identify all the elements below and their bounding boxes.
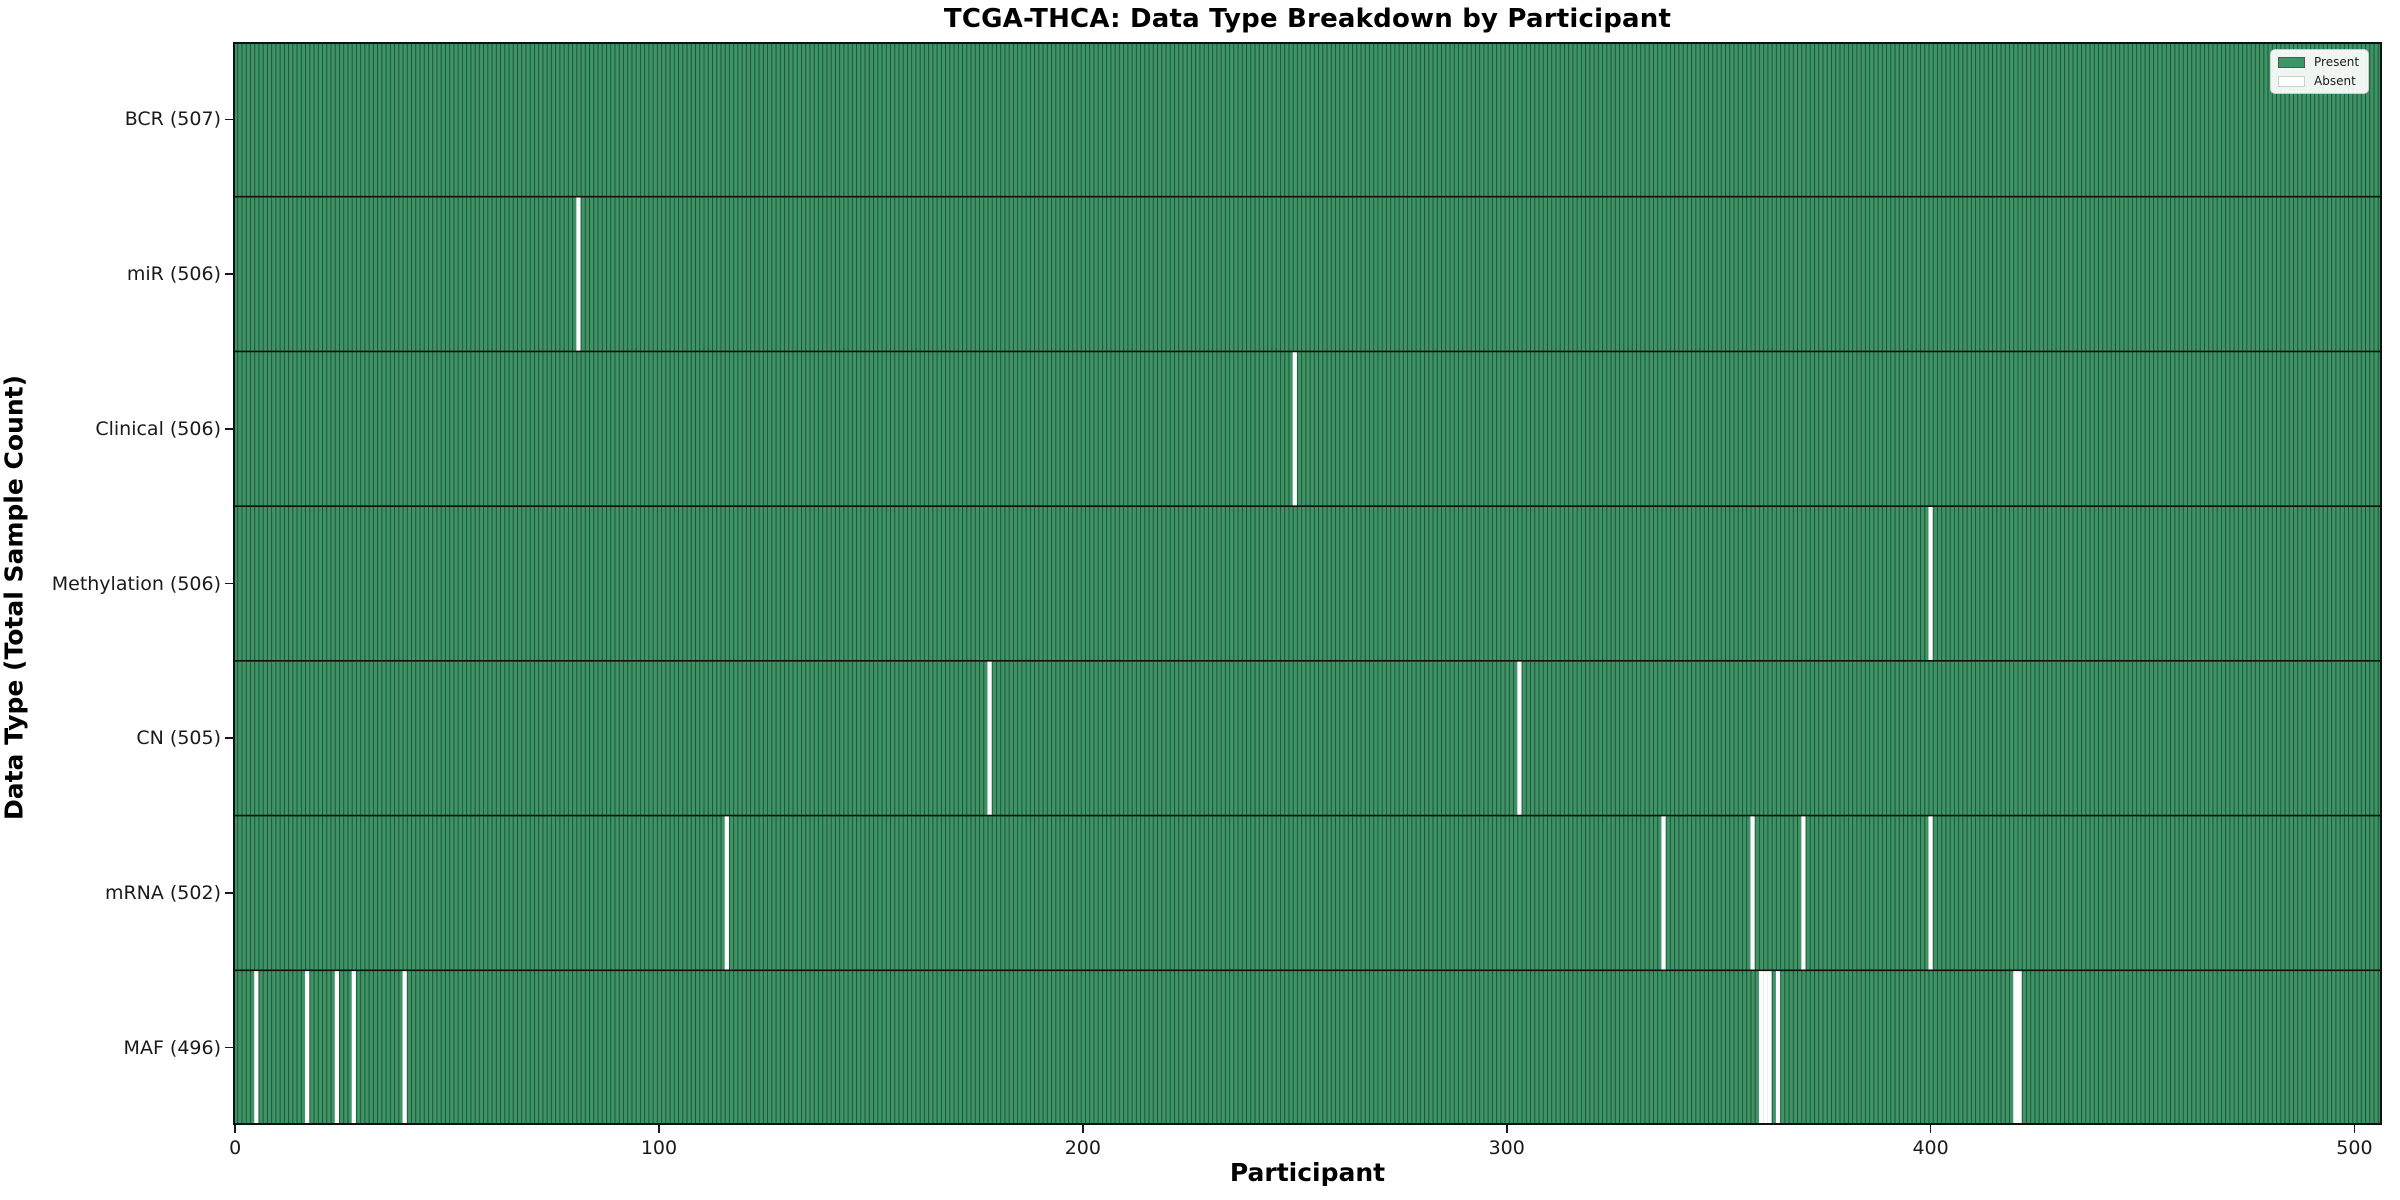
- x-tick-label: 400: [1912, 1137, 1949, 1159]
- absent-mark: [1758, 970, 1764, 1125]
- absent-mark: [305, 970, 310, 1125]
- x-axis-label: Participant: [1229, 1158, 1386, 1187]
- x-tick-mark: [2353, 1125, 2356, 1133]
- x-tick-label: 300: [1488, 1137, 1525, 1159]
- y-tick-label: Methylation (506): [51, 572, 221, 595]
- absent-mark: [1928, 506, 1933, 661]
- y-tick-label: CN (505): [136, 727, 221, 750]
- row-mrna: [233, 815, 2382, 971]
- chart-title: TCGA-THCA: Data Type Breakdown by Partic…: [943, 4, 1672, 34]
- absent-mark: [576, 196, 581, 352]
- plot-border: [233, 42, 2382, 1125]
- absent-mark: [1801, 815, 1806, 971]
- absent-mark: [1292, 351, 1297, 507]
- x-tick-mark: [658, 1125, 660, 1133]
- absent-mark: [351, 970, 356, 1125]
- y-axis-label: Data Type (Total Sample Count): [0, 374, 29, 821]
- legend-swatch-present: [2278, 56, 2305, 68]
- absent-mark: [1750, 815, 1755, 971]
- x-tick-mark: [1929, 1125, 1932, 1133]
- row-bcr: [233, 42, 2382, 197]
- absent-mark: [254, 970, 259, 1125]
- plot-area: [233, 42, 2382, 1125]
- absent-mark: [1517, 660, 1522, 816]
- x-tick-mark: [1505, 1125, 1508, 1133]
- x-tick-label: 0: [229, 1137, 242, 1159]
- y-tick-mark: [225, 1046, 233, 1049]
- x-tick-mark: [1082, 1125, 1084, 1133]
- row-mir: [233, 196, 2382, 352]
- legend-swatch-absent: [2278, 75, 2305, 87]
- row-methylation: [233, 506, 2382, 661]
- legend-item: Present: [2278, 55, 2359, 69]
- y-tick-label: BCR (507): [124, 108, 221, 131]
- absent-mark: [334, 970, 339, 1125]
- absent-mark: [1775, 970, 1781, 1125]
- legend: Present Absent: [2270, 49, 2370, 94]
- absent-mark: [1767, 970, 1772, 1125]
- absent-mark: [402, 970, 407, 1125]
- x-tick-label: 500: [2336, 1137, 2373, 1159]
- x-tick-label: 100: [640, 1137, 678, 1159]
- y-tick-label: mRNA (502): [104, 881, 221, 904]
- legend-label: Present: [2314, 55, 2360, 69]
- absent-mark: [1661, 815, 1666, 971]
- y-tick-mark: [225, 427, 233, 430]
- x-tick-mark: [234, 1125, 236, 1133]
- absent-mark: [1928, 815, 1933, 971]
- y-tick-mark: [225, 118, 233, 121]
- absent-mark: [1763, 970, 1768, 1125]
- y-tick-label: Clinical (506): [95, 417, 221, 440]
- y-tick-label: miR (506): [126, 263, 221, 286]
- absent-mark: [724, 815, 729, 971]
- y-tick-label: MAF (496): [123, 1036, 221, 1059]
- row-maf: [233, 970, 2382, 1125]
- y-tick-mark: [225, 273, 233, 275]
- y-tick-mark: [225, 582, 233, 585]
- y-tick-mark: [225, 737, 233, 739]
- absent-mark: [2013, 970, 2018, 1125]
- row-clinical: [233, 351, 2382, 507]
- y-tick-mark: [225, 892, 233, 894]
- chart-canvas: [233, 42, 2382, 1125]
- x-tick-label: 200: [1064, 1137, 1101, 1159]
- absent-mark: [2017, 970, 2022, 1125]
- legend-label: Absent: [2314, 74, 2356, 88]
- absent-mark: [987, 660, 992, 816]
- row-cn: [233, 660, 2382, 816]
- legend-item: Absent: [2278, 74, 2359, 88]
